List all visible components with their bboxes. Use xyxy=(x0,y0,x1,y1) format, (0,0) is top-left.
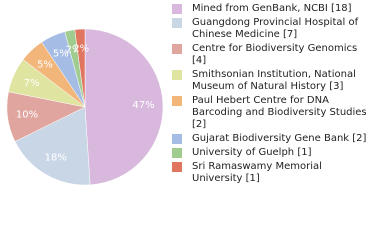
legend-item: Sri Ramaswamy Memorial University [1] xyxy=(172,161,372,185)
slice-label: 10% xyxy=(16,110,38,121)
legend-swatch xyxy=(172,4,182,14)
legend-item: Mined from GenBank, NCBI [18] xyxy=(172,3,372,15)
legend-label: Guangdong Provincial Hospital of Chinese… xyxy=(192,17,359,40)
pie-slice xyxy=(74,28,86,108)
legend-swatch xyxy=(172,148,182,158)
legend-item: University of Guelph [1] xyxy=(172,147,372,159)
slice-label: 2% xyxy=(66,45,82,56)
legend-label: Gujarat Biodiversity Gene Bank [2] xyxy=(192,133,367,144)
legend-label: Smithsonian Institution, National Museum… xyxy=(192,69,356,92)
pie-slice xyxy=(84,28,164,186)
legend-swatch xyxy=(172,96,182,106)
legend-item: Paul Hebert Centre for DNA Barcoding and… xyxy=(172,95,372,131)
legend-swatch xyxy=(172,70,182,80)
legend-label: Mined from GenBank, NCBI [18] xyxy=(192,3,352,14)
pie-slice xyxy=(14,106,91,186)
legend-swatch xyxy=(172,134,182,144)
legend: Mined from GenBank, NCBI [18] Guangdong P… xyxy=(172,3,372,185)
slice-label: 5% xyxy=(53,49,69,60)
legend-label: Sri Ramaswamy Memorial University [1] xyxy=(192,161,322,184)
legend-label: Paul Hebert Centre for DNA Barcoding and… xyxy=(192,95,367,130)
slice-label: 5% xyxy=(37,59,53,70)
slice-label: 47% xyxy=(132,100,154,111)
slice-label: 7% xyxy=(24,78,40,89)
legend-swatch xyxy=(172,44,182,54)
legend-item: Smithsonian Institution, National Museum… xyxy=(172,69,372,93)
slice-label: 2% xyxy=(73,44,89,55)
pie: 47%18%10%7%5%5%2%2% xyxy=(6,28,164,186)
legend-item: Guangdong Provincial Hospital of Chinese… xyxy=(172,17,372,41)
legend-swatch xyxy=(172,18,182,28)
slice-label: 18% xyxy=(45,153,67,164)
legend-label: University of Guelph [1] xyxy=(192,147,312,158)
legend-swatch xyxy=(172,162,182,172)
legend-item: Gujarat Biodiversity Gene Bank [2] xyxy=(172,133,372,145)
legend-item: Centre for Biodiversity Genomics [4] xyxy=(172,43,372,67)
legend-label: Centre for Biodiversity Genomics [4] xyxy=(192,43,358,66)
